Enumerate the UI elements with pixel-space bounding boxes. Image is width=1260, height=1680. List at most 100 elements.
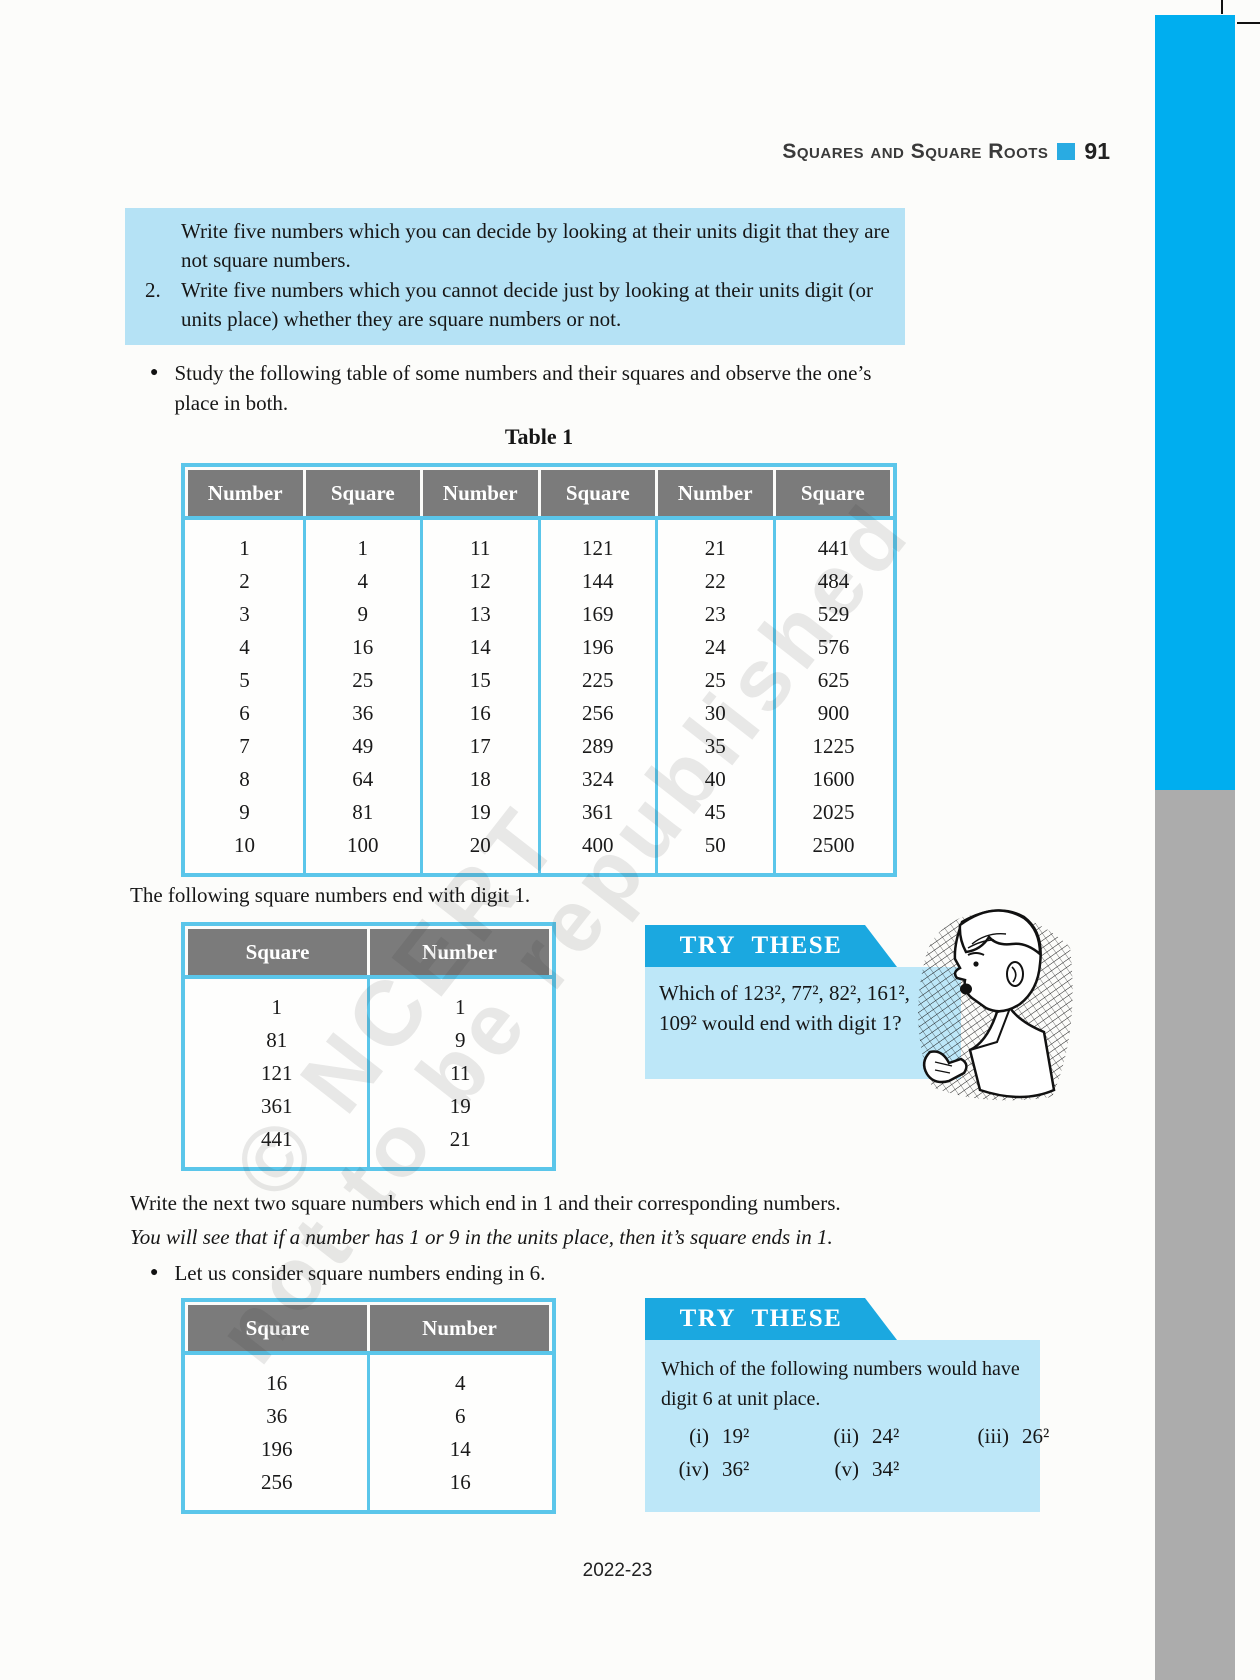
table-cell: 400: [537, 829, 657, 873]
table-cell: 21: [367, 1123, 551, 1167]
bullet-ending-in-6-text: Let us consider square numbers ending in…: [174, 1261, 546, 1285]
table-row: 2 4 12 144 22 484: [187, 565, 892, 598]
column-header: Number: [185, 467, 306, 520]
option-value: 19²: [722, 1424, 750, 1448]
table-digit1: Square Number 1 1 81 9 121 11 361 19 441 21: [181, 922, 556, 1171]
table-cell: 23: [655, 598, 774, 631]
option-label: (iv): [678, 1457, 709, 1481]
option-label: (iii): [977, 1424, 1010, 1448]
option-value: 36²: [722, 1457, 750, 1481]
table-cell: 625: [772, 664, 892, 697]
table-cell: 1: [367, 977, 551, 1024]
bullet-study-table: ● Study the following table of some numb…: [150, 358, 910, 418]
table-cell: 121: [261, 1061, 293, 1085]
try-these-2-banner: TRY THESE: [645, 1298, 897, 1340]
table-cell: 25: [302, 664, 422, 697]
exercise-item-1-text: Write five numbers which you can decide …: [181, 219, 890, 272]
sidebar-grey-bar: [1155, 790, 1235, 1680]
table-cell: 2025: [772, 796, 892, 829]
table-row: 9 81 19 361 45 2025: [187, 796, 892, 829]
table-digit6-header: Square Number: [185, 1302, 552, 1355]
table-row: 8 64 18 324 40 1600: [187, 763, 892, 796]
table-cell: 36: [266, 1404, 288, 1428]
option-i: (i) 19²: [661, 1424, 811, 1449]
table-cell: 12: [420, 565, 539, 598]
table-cell: 36: [302, 697, 422, 730]
table-row: 3 9 13 169 23 529: [187, 598, 892, 631]
table-cell: 64: [302, 763, 422, 796]
exercise-item-2: 2. Write five numbers which you cannot d…: [125, 276, 897, 334]
table-cell: 2: [239, 569, 250, 593]
table1-header: Number Square Number Square Number Squar…: [185, 467, 893, 520]
table-row: 7 49 17 289 35 1225: [187, 730, 892, 763]
option-label: (i): [689, 1424, 709, 1448]
column-header: Square: [185, 926, 370, 979]
table-row: 6 36 16 256 30 900: [187, 697, 892, 730]
exercise-item-2-text: Write five numbers which you cannot deci…: [181, 278, 874, 331]
option-ii: (ii) 24²: [811, 1424, 961, 1449]
table-digit1-header: Square Number: [185, 926, 552, 979]
table1: Number Square Number Square Number Squar…: [181, 463, 897, 877]
table-cell: 14: [420, 631, 539, 664]
table-cell: 45: [655, 796, 774, 829]
table-cell: 256: [537, 697, 657, 730]
table-row: 81 9: [187, 1024, 551, 1057]
table-cell: 20: [420, 829, 539, 873]
table-cell: 4: [367, 1353, 551, 1400]
table-row: 4 16 14 196 24 576: [187, 631, 892, 664]
table-cell: 21: [655, 518, 774, 565]
try-these-2-options: (i) 19² (ii) 24² (iii) 26² (iv) 36² (v) …: [661, 1424, 1050, 1482]
table-cell: 484: [772, 565, 892, 598]
table-row: 256 16: [187, 1466, 551, 1510]
table-digit1-body: 1 1 81 9 121 11 361 19 441 21: [186, 977, 551, 1167]
crop-mark-vertical: [1221, 0, 1223, 14]
table-cell: 225: [537, 664, 657, 697]
table-cell: 30: [655, 697, 774, 730]
try-these-1-banner: TRY THESE: [645, 925, 897, 967]
try-these-2-box: Which of the following numbers would hav…: [645, 1340, 1050, 1512]
table-cell: 144: [537, 565, 657, 598]
table-cell: 81: [302, 796, 422, 829]
table-cell: 17: [420, 730, 539, 763]
table-cell: 18: [420, 763, 539, 796]
table-cell: 169: [537, 598, 657, 631]
table-cell: 1: [239, 536, 250, 560]
table-cell: 5: [239, 668, 250, 692]
table-cell: 16: [266, 1371, 288, 1395]
chapter-title: Squares and Square Roots: [782, 139, 1049, 163]
table-cell: 11: [420, 518, 539, 565]
bullet-icon: ●: [150, 1265, 159, 1280]
table-cell: 1: [302, 518, 422, 565]
table-cell: 49: [302, 730, 422, 763]
column-header: Number: [367, 926, 552, 979]
table-cell: 50: [655, 829, 774, 873]
table-cell: 9: [239, 800, 250, 824]
table-cell: 2500: [772, 829, 892, 873]
table-cell: 256: [261, 1470, 293, 1494]
option-value: 24²: [872, 1424, 900, 1448]
table-cell: 576: [772, 631, 892, 664]
table-cell: 10: [234, 833, 255, 857]
column-header: Number: [655, 467, 776, 520]
table-cell: 16: [367, 1466, 551, 1510]
table-row: 1 1 11 121 21 441: [187, 518, 892, 565]
table-row: 10 100 20 400 50 2500: [187, 829, 892, 873]
footer-year: 2022-23: [582, 1560, 653, 1581]
table1-title: Table 1: [504, 424, 574, 449]
table-cell: 529: [772, 598, 892, 631]
table-cell: 6: [367, 1400, 551, 1433]
table-row: 196 14: [187, 1433, 551, 1466]
option-value: 26²: [1022, 1424, 1050, 1448]
table-row: 16 4: [187, 1353, 551, 1400]
page-number-marker-icon: [1057, 143, 1076, 160]
para-next-two: Write the next two square numbers which …: [130, 1191, 841, 1215]
table-cell: 25: [655, 664, 774, 697]
table-cell: 289: [537, 730, 657, 763]
column-header: Square: [302, 467, 423, 520]
crop-mark-horizontal: [1237, 22, 1260, 24]
table-cell: 100: [302, 829, 422, 873]
column-header: Number: [367, 1302, 552, 1355]
table-digit6-body: 16 4 36 6 196 14 256 16: [186, 1353, 551, 1510]
